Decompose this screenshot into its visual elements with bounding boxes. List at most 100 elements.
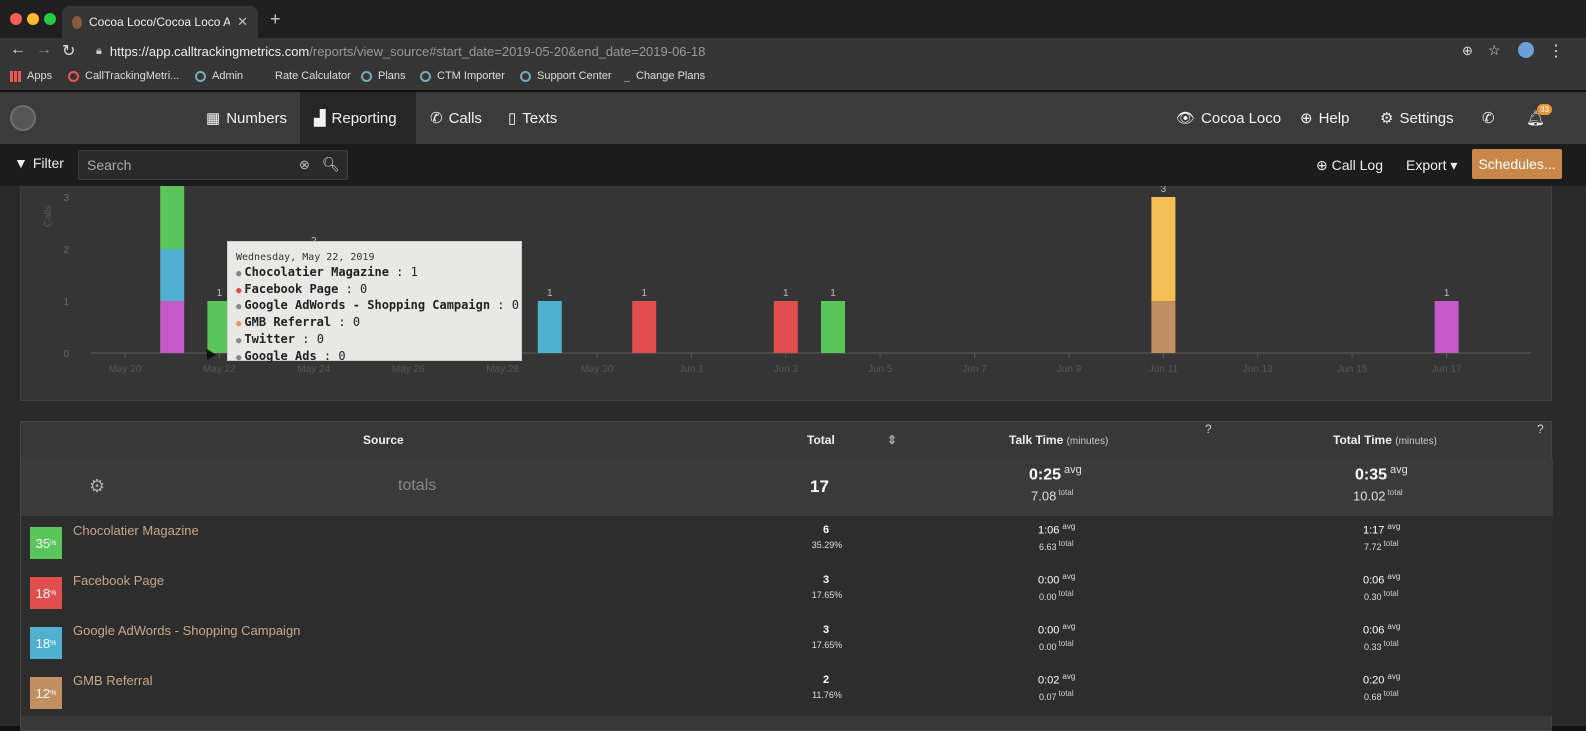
bookmark-change-plans[interactable]: Change Plans [624,70,705,82]
suffix: avg [1064,464,1082,476]
bookmark-support-center[interactable]: Support Center [520,70,612,82]
profile-avatar[interactable] [1518,42,1534,58]
talk-avg: 0:02 avg [1038,672,1075,687]
bookmark-label: CallTrackingMetri... [85,70,180,82]
header-total[interactable]: Total [807,433,835,447]
percent-sign: % [50,589,57,597]
bookmark-ctm-importer[interactable]: CTM Importer [420,70,505,82]
minimize-window-button[interactable] [27,13,39,25]
ctm-logo-icon [361,70,372,82]
y-axis-label: Calls [43,205,54,227]
source-count-percent: 17.65% [811,640,843,650]
bookmark-calltrackingmetrics[interactable]: CallTrackingMetri... [68,70,179,82]
close-window-button[interactable] [10,13,22,25]
bookmark-apps[interactable]: Apps [10,70,52,82]
value: 0:00 [1038,624,1060,637]
bookmark-label: CTM Importer [437,70,505,82]
time-total: 0.68 total [1364,689,1399,702]
source-name[interactable]: Chocolatier Magazine [73,523,199,538]
table-row[interactable]: 35% Chocolatier Magazine 6 35.29% 1:06 av… [21,516,1553,566]
back-arrow-icon[interactable]: ← [10,41,26,58]
suffix: avg [1062,622,1076,631]
bar-segment [1151,301,1176,353]
tooltip-row: ● Google Ads : 0 [236,348,346,363]
caret-down-icon: ▾ [1446,157,1458,173]
source-count: 3 [822,574,830,586]
source-name[interactable]: Facebook Page [73,573,165,588]
nav-numbers[interactable]: ▦ Numbers [192,92,301,144]
bar-segment [160,301,185,353]
source-name[interactable]: Google AdWords - Shopping Campaign [73,623,301,638]
forward-arrow-icon[interactable]: → [36,41,52,58]
url-field[interactable]: 🔒︎ https://app.calltrackingmetrics.com/r… [96,41,1476,61]
search-input[interactable] [78,150,348,180]
nav-help[interactable]: ⊕ Help [1286,92,1363,144]
totals-time-avg: 0:35 avg [1355,464,1408,484]
nav-notifications[interactable]: 🔔︎ 33 [1512,92,1560,144]
table-row[interactable]: 12% GMB Referral 2 11.76% 0:02 avg 0.07 to… [21,666,1553,716]
header-unit: (minutes) [1066,436,1109,447]
header-source[interactable]: Source [363,433,404,447]
phone-icon: ✆ [430,110,443,127]
table-row[interactable]: 18% Facebook Page 3 17.65% 0:00 avg 0.00 t… [21,566,1553,616]
nav-reporting[interactable]: ▟ Reporting [300,92,416,144]
tooltip-row: ● Google AdWords - Shopping Campaign : 0 [236,298,519,313]
series-name: Twitter [244,331,295,346]
tooltip-row: ● GMB Referral : 0 [236,315,361,330]
bookmark-label: Change Plans [636,70,706,82]
talk-total: 6.63 total [1039,539,1074,552]
value: 0:00 [1038,574,1060,587]
bookmark-admin[interactable]: Admin [195,70,243,82]
bookmark-plans[interactable]: Plans [361,70,406,82]
nav-settings[interactable]: ⚙ Settings [1366,92,1468,144]
call-log-button[interactable]: ⊕ Call Log [1316,157,1383,174]
suffix: total [1058,689,1074,698]
schedules-button[interactable]: Schedules... [1472,149,1562,179]
value: 0:20 [1363,674,1385,687]
clear-search-icon[interactable]: ⊗ [299,157,310,172]
suffix: avg [1387,522,1401,531]
new-tab-button[interactable]: + [270,9,281,29]
percent-sign: % [50,639,57,647]
table-row[interactable]: 18% Google AdWords - Shopping Campaign 3… [21,616,1553,666]
close-tab-icon[interactable]: ✕ [237,14,248,29]
maximize-window-button[interactable] [44,13,56,25]
suffix: avg [1062,672,1076,681]
source-name[interactable]: GMB Referral [73,673,153,688]
export-dropdown[interactable]: Export ▾ [1406,157,1457,174]
funnel-icon: ▼ [14,155,28,171]
bar-segment [160,249,185,301]
source-count: 2 [822,674,830,686]
lock-icon: 🔒︎ [96,44,102,57]
zoom-icon[interactable]: ⊕ [1462,43,1473,58]
help-icon[interactable]: ? [1205,422,1212,436]
tab-title: Cocoa Loco/Cocoa Loco Activi [89,15,231,29]
suffix: avg [1390,464,1408,476]
gear-icon[interactable]: ⚙ [89,476,106,496]
pct-value: 12 [35,685,51,701]
header-talk-time[interactable]: Talk Time (minutes) [1009,433,1108,447]
bar-segment [632,301,657,353]
bookmark-star-icon[interactable]: ☆ [1488,42,1501,58]
value: 0.07 [1039,692,1057,702]
bookmark-rate-calculator[interactable]: Rate Calculator [275,70,351,82]
talk-avg: 0:00 avg [1038,572,1075,587]
reload-icon[interactable]: ↻ [62,43,76,60]
value: 0:25 [1029,466,1062,484]
header-total-time[interactable]: Total Time (minutes) [1333,433,1437,447]
nav-texts[interactable]: ▯ Texts [494,92,571,144]
browser-menu-icon[interactable]: ⋮ [1548,43,1564,60]
search-icon[interactable]: 🔍︎ [322,156,340,172]
filter-button[interactable]: ▼ Filter [14,155,64,171]
chart-icon: ▟ [314,110,326,127]
nav-phone[interactable]: ✆ [1468,92,1509,144]
nav-account[interactable]: 👁︎ Cocoa Loco [1162,92,1295,144]
y-tick-label: 2 [63,245,69,256]
nav-calls[interactable]: ✆ Calls [416,92,496,144]
sort-icon[interactable]: ⇕ [887,433,898,447]
ctm-logo-icon [420,70,431,82]
app-logo[interactable] [10,105,36,131]
talk-avg: 1:06 avg [1038,522,1075,537]
browser-tab[interactable]: Cocoa Loco/Cocoa Loco Activi ✕ [62,6,258,38]
help-icon[interactable]: ? [1537,422,1544,436]
